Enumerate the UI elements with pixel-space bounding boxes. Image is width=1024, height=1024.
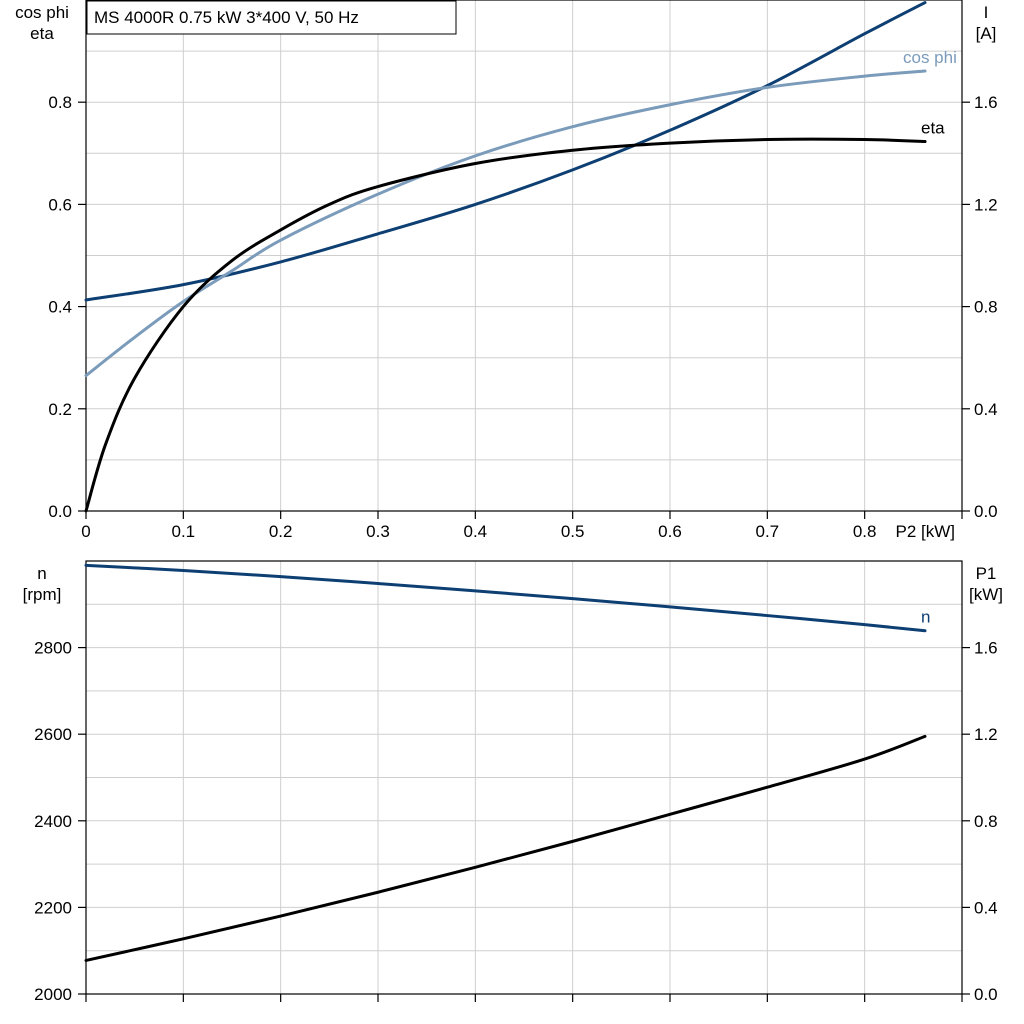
left-tick-label: 0.8 (48, 93, 72, 112)
series-line-i (84, 1, 927, 302)
grid (86, 0, 962, 511)
left-y-axis-title-line: eta (30, 24, 54, 43)
x-tick-label: 0.3 (366, 522, 390, 541)
left-tick-label: 0.0 (48, 502, 72, 521)
plot-frame (85, 0, 963, 512)
right-y-ticks: 0.0 0.4 0.8 1.2 1.6 (962, 639, 998, 1004)
series-line-eta (84, 137, 927, 513)
series-line-cos-phi (84, 69, 927, 378)
grid (86, 561, 962, 994)
right-tick-label: 1.6 (974, 639, 998, 658)
left-tick-label: 0.6 (48, 195, 72, 214)
x-axis-title: P2 [kW] (895, 522, 955, 541)
x-ticks: 0 0.1 0.2 0.3 0.4 0.5 0.6 0.7 0.8 (81, 511, 963, 541)
series-line-p1 (84, 734, 927, 962)
left-y-axis-title-line: [rpm] (23, 585, 62, 604)
right-tick-label: 0.0 (974, 985, 998, 1004)
right-y-axis-title: P1 [kW] (969, 564, 1003, 604)
right-tick-label: 0.4 (974, 898, 998, 917)
left-tick-label: 2800 (34, 639, 72, 658)
left-y-axis-title: n [rpm] (23, 564, 62, 604)
right-y-ticks: 0.0 0.4 0.8 1.2 1.6 (962, 93, 998, 521)
left-tick-label: 2600 (34, 725, 72, 744)
series-line-n (84, 563, 927, 633)
top-panel: 0.0 0.2 0.4 0.6 0.8 0.0 0.4 0.8 1.2 1.6 0 0.1 0.2 0.3… (15, 0, 998, 541)
chart-title-frame (86, 0, 457, 35)
right-tick-label: 0.0 (974, 502, 998, 521)
x-tick-label: 0.5 (561, 522, 585, 541)
left-tick-label: 2000 (34, 985, 72, 1004)
x-tick-label: 0 (81, 522, 90, 541)
left-y-axis-title: cos phi eta (15, 3, 69, 43)
x-tick-label: 0.7 (756, 522, 780, 541)
series-label-eta: eta (921, 119, 945, 138)
right-tick-label: 0.4 (974, 400, 998, 419)
left-tick-label: 2400 (34, 812, 72, 831)
series-label-n: n (921, 608, 930, 627)
x-ticks (85, 994, 963, 1002)
x-tick-label: 0.4 (464, 522, 488, 541)
left-y-axis-title-line: n (37, 564, 46, 583)
plot-frame (85, 560, 963, 995)
x-tick-label: 0.6 (658, 522, 682, 541)
left-tick-label: 0.4 (48, 298, 72, 317)
right-tick-label: 1.2 (974, 725, 998, 744)
right-tick-label: 0.8 (974, 298, 998, 317)
right-y-axis-title-line: P1 (976, 564, 997, 583)
x-tick-label: 0.1 (172, 522, 196, 541)
right-tick-label: 1.2 (974, 195, 998, 214)
right-tick-label: 1.6 (974, 93, 998, 112)
bottom-panel: 2000 2200 2400 2600 2800 0.0 0.4 0.8 1.2 1.6 n [rpm… (23, 560, 1003, 1004)
right-y-axis-title-line: [kW] (969, 585, 1003, 604)
left-tick-label: 0.2 (48, 400, 72, 419)
right-y-axis-title-line: I (984, 3, 989, 22)
x-tick-label: 0.8 (853, 522, 877, 541)
left-y-ticks: 0.0 0.2 0.4 0.6 0.8 (48, 93, 86, 521)
left-y-ticks: 2000 2200 2400 2600 2800 (34, 639, 86, 1004)
x-tick-label: 0.2 (269, 522, 293, 541)
series-label-cos-phi: cos phi (903, 48, 957, 67)
left-tick-label: 2200 (34, 898, 72, 917)
chart-title: MS 4000R 0.75 kW 3*400 V, 50 Hz (94, 8, 359, 27)
chart-title-box: MS 4000R 0.75 kW 3*400 V, 50 Hz (86, 0, 457, 35)
right-tick-label: 0.8 (974, 812, 998, 831)
left-y-axis-title-line: cos phi (15, 3, 69, 22)
right-y-axis-title: I [A] (976, 3, 997, 43)
right-y-axis-title-line: [A] (976, 24, 997, 43)
